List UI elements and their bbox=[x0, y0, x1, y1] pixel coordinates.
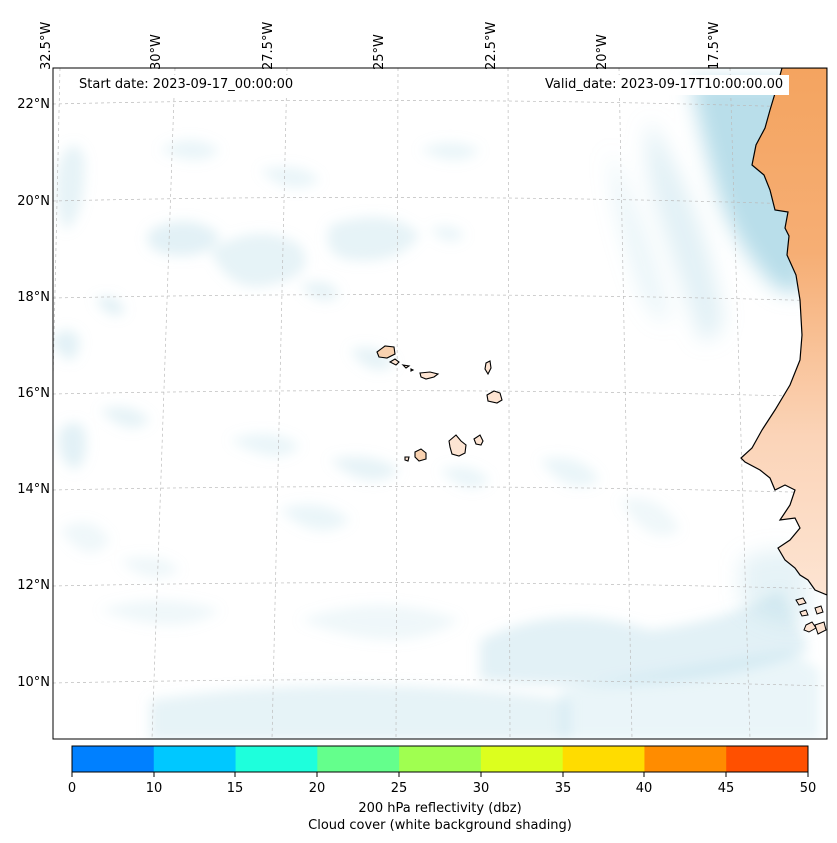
map-area bbox=[53, 68, 827, 739]
lon-label-27-5w: 27.5°W bbox=[261, 21, 276, 70]
colorbar-tick-label: 45 bbox=[717, 781, 735, 796]
colorbar-segment bbox=[399, 746, 482, 772]
colorbar-tick-label: 30 bbox=[472, 781, 490, 796]
colorbar-segment bbox=[562, 746, 645, 772]
lon-label-22-5w: 22.5°W bbox=[484, 21, 499, 70]
lat-label-16n: 16°N bbox=[17, 386, 50, 401]
colorbar-segment bbox=[480, 746, 564, 772]
colorbar-ticks bbox=[71, 772, 809, 777]
colorbar-segment bbox=[72, 746, 155, 772]
colorbar-segment bbox=[153, 746, 237, 772]
valid-date-label: Valid_date: 2023-09-17T10:00:00.00 bbox=[539, 75, 790, 95]
colorbar-tick-label: 0 bbox=[67, 781, 77, 796]
lon-label-30w: 30°W bbox=[149, 34, 164, 70]
lat-label-18n: 18°N bbox=[17, 290, 50, 305]
lat-label-20n: 20°N bbox=[17, 194, 50, 209]
colorbar-tick-label: 50 bbox=[799, 781, 817, 796]
lon-label-32-5w: 32.5°W bbox=[39, 21, 54, 70]
colorbar-segment bbox=[317, 746, 400, 772]
colorbar-tick-label: 35 bbox=[554, 781, 572, 796]
map-frame bbox=[52, 67, 828, 740]
lat-label-22n: 22°N bbox=[17, 97, 50, 112]
start-date-label: Start date: 2023-09-17_00:00:00 bbox=[73, 75, 300, 95]
lon-label-20w: 20°W bbox=[595, 34, 610, 70]
colorbar bbox=[71, 745, 809, 777]
colorbar-tick-label: 10 bbox=[145, 781, 163, 796]
lon-label-25w: 25°W bbox=[372, 34, 387, 70]
colorbar-tick-label: 20 bbox=[308, 781, 326, 796]
colorbar-tick-label: 25 bbox=[390, 781, 408, 796]
colorbar-segment bbox=[235, 746, 318, 772]
lat-label-10n: 10°N bbox=[17, 675, 50, 690]
lon-label-17-5w: 17.5°W bbox=[707, 21, 722, 70]
colorbar-segments bbox=[72, 746, 809, 772]
graticule bbox=[53, 68, 827, 739]
colorbar-segment bbox=[644, 746, 727, 772]
colorbar-tick-label: 40 bbox=[635, 781, 653, 796]
colorbar-segment bbox=[726, 746, 809, 772]
cape-verde-islands bbox=[376, 345, 503, 462]
colorbar-tick-label: 15 bbox=[226, 781, 244, 796]
lat-label-14n: 14°N bbox=[17, 482, 50, 497]
colorbar-subtitle: Cloud cover (white background shading) bbox=[308, 818, 572, 833]
cloud-cover-shading bbox=[53, 140, 820, 739]
coastal-islands bbox=[795, 597, 827, 635]
colorbar-frame bbox=[71, 745, 809, 773]
colorbar-title: 200 hPa reflectivity (dbz) bbox=[358, 801, 522, 816]
africa-landmass bbox=[740, 68, 827, 596]
lat-label-12n: 12°N bbox=[17, 578, 50, 593]
